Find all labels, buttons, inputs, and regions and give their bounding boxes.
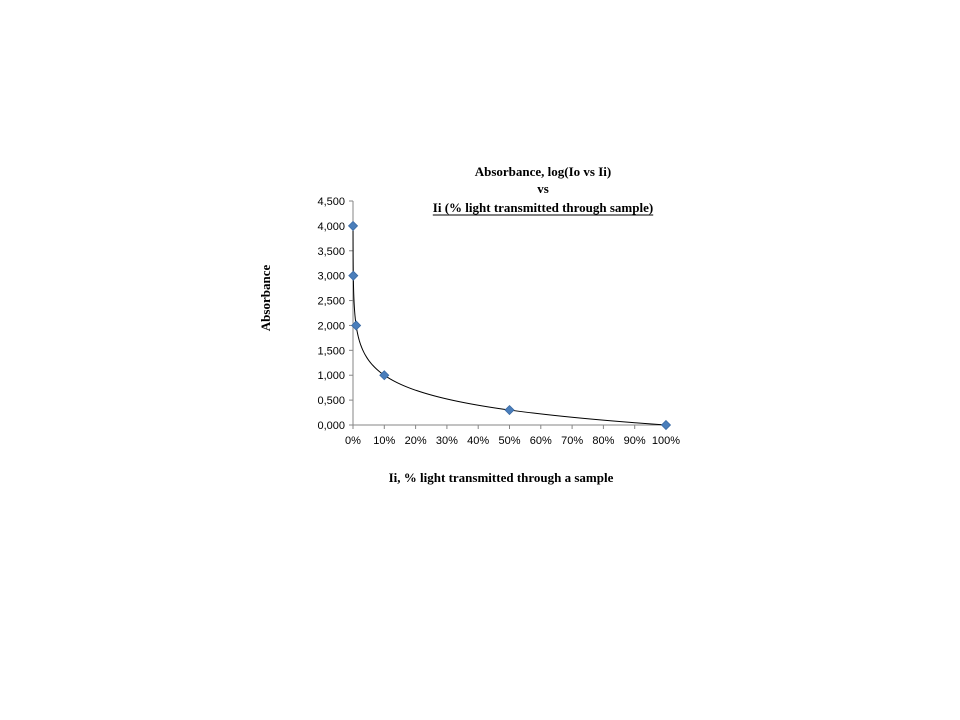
y-tick-label: 0,500 <box>317 395 345 407</box>
y-tick-label: 3,500 <box>317 246 345 258</box>
x-tick-label: 10% <box>373 435 395 447</box>
x-tick-label: 0% <box>345 435 361 447</box>
x-axis-title: Ii, % light transmitted through a sample <box>389 470 614 485</box>
chart-title-line-2: vs <box>537 181 549 196</box>
x-tick-label: 80% <box>592 435 614 447</box>
x-tick-labels: 0% 10% 20% 30% 40% 50% 60% 70% 80% 90% 100% <box>345 435 680 447</box>
x-tick-label: 70% <box>561 435 583 447</box>
y-tick-label: 2,500 <box>317 296 345 308</box>
data-point <box>504 404 515 416</box>
y-tick-label: 3,000 <box>317 271 345 283</box>
data-point <box>347 220 359 231</box>
y-tick-label: 2,000 <box>317 320 345 332</box>
y-tick-label: 4,000 <box>317 221 345 233</box>
data-point <box>660 419 672 431</box>
y-axis-title: Absorbance <box>258 265 273 332</box>
data-point <box>348 270 359 281</box>
axes <box>349 200 667 429</box>
y-tick-label: 1,500 <box>317 345 345 357</box>
y-tick-label: 4,500 <box>317 196 345 208</box>
chart-title-line-3: Ii (% light transmitted through sample) <box>433 200 653 215</box>
data-point <box>351 320 362 331</box>
y-tick-label: 1,000 <box>317 370 345 382</box>
data-points <box>347 220 672 431</box>
y-tick-label: 0,000 <box>317 420 345 432</box>
trendline <box>352 225 667 426</box>
x-tick-label: 100% <box>652 435 680 447</box>
x-tick-label: 60% <box>530 435 552 447</box>
x-tick-label: 40% <box>467 435 489 447</box>
y-tick-labels: 0,000 0,500 1,000 1,500 2,000 2,500 3,000 3,500… <box>317 196 345 432</box>
chart-titles: Absorbance, log(Io vs Ii) vs Ii (% light… <box>432 164 654 216</box>
data-point <box>379 370 390 381</box>
chart-title: Absorbance, log(Io vs Ii) <box>475 164 612 179</box>
x-tick-label: 50% <box>498 435 520 447</box>
x-tick-label: 90% <box>624 435 646 447</box>
x-tick-label: 20% <box>405 435 427 447</box>
x-tick-label: 30% <box>436 435 458 447</box>
